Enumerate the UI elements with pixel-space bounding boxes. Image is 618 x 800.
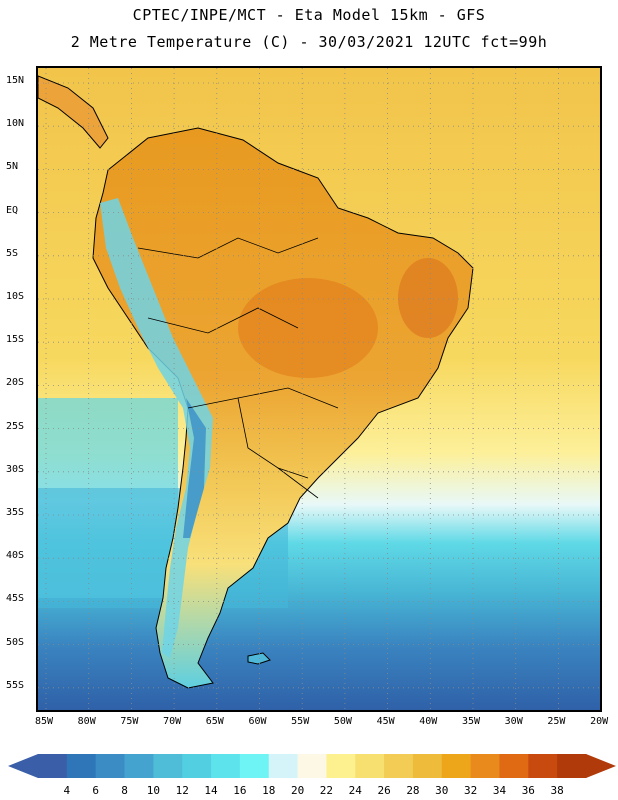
latitude-label: 10S bbox=[6, 291, 25, 302]
colorbar-bin bbox=[95, 754, 126, 778]
map-canvas bbox=[38, 68, 600, 710]
colorbar-tick-label: 6 bbox=[92, 784, 99, 797]
colorbar-tick-label: 34 bbox=[492, 784, 507, 797]
andes-coldest-core bbox=[183, 398, 206, 538]
latitude-label: 5S bbox=[6, 247, 19, 259]
colorbar-bin bbox=[297, 754, 327, 778]
colorbar-tick-label: 28 bbox=[406, 784, 420, 797]
longitude-label: 85W bbox=[34, 716, 54, 727]
color-scale-bar bbox=[8, 754, 616, 778]
colorbar-bin bbox=[384, 754, 414, 778]
colorbar-bin bbox=[557, 754, 587, 778]
colorbar-tick-label: 12 bbox=[175, 784, 189, 797]
latitude-label: 40S bbox=[6, 550, 25, 562]
colorbar-tick-label: 16 bbox=[233, 784, 247, 797]
colorbar-max-arrow bbox=[586, 754, 616, 778]
colorbar-tick-label: 10 bbox=[146, 784, 160, 797]
longitude-label: 50W bbox=[333, 716, 352, 727]
longitude-label: 65W bbox=[205, 716, 224, 727]
colorbar-tick-label: 24 bbox=[348, 784, 362, 797]
colorbar-bin bbox=[441, 754, 472, 778]
latitude-label: 35S bbox=[6, 507, 25, 518]
hot-core-region bbox=[238, 278, 378, 378]
colorbar-bin bbox=[470, 754, 500, 778]
colorbar-bin bbox=[412, 754, 443, 778]
colorbar-tick-label: 4 bbox=[63, 784, 71, 797]
latitude-label: 10N bbox=[6, 118, 25, 130]
longitude-label: 75W bbox=[120, 716, 139, 727]
falkland-islands bbox=[247, 652, 271, 665]
colorbar-bin bbox=[239, 754, 270, 778]
colorbar-tick-label: 38 bbox=[550, 784, 564, 797]
latitude-label: 20S bbox=[6, 377, 25, 389]
longitude-label: 55W bbox=[291, 716, 310, 727]
latitude-label: 30S bbox=[6, 463, 25, 475]
colorbar-bin bbox=[124, 754, 154, 778]
longitude-label: 35W bbox=[461, 716, 481, 727]
colorbar-bin bbox=[499, 754, 529, 778]
longitude-label: 70W bbox=[163, 716, 182, 727]
latitude-label: EQ bbox=[6, 204, 19, 216]
colorbar-tick-label: 26 bbox=[377, 784, 391, 797]
longitude-label: 80W bbox=[77, 716, 96, 727]
latitude-label: 15S bbox=[6, 334, 25, 346]
longitude-label: 40W bbox=[419, 716, 438, 727]
latitude-label: 5N bbox=[6, 161, 19, 173]
colorbar-bin bbox=[326, 754, 356, 778]
map-title-line-1: CPTEC/INPE/MCT - Eta Model 15km - GFS bbox=[132, 6, 486, 24]
colorbar-bin bbox=[355, 754, 385, 778]
colorbar-bin bbox=[153, 754, 183, 778]
central-america bbox=[38, 75, 109, 149]
longitude-label: 60W bbox=[248, 716, 267, 727]
country-borders bbox=[137, 237, 339, 499]
colorbar-tick-label: 36 bbox=[521, 784, 535, 797]
colorbar-bin bbox=[38, 754, 68, 778]
colorbar-tick-label: 18 bbox=[262, 784, 276, 797]
andes-cold-strip bbox=[100, 198, 213, 658]
map-title-line-2: 2 Metre Temperature (C) - 30/03/2021 12U… bbox=[70, 33, 548, 51]
colorbar-tick-label: 14 bbox=[204, 784, 218, 797]
colorbar-bin bbox=[211, 754, 241, 778]
latitude-label: 45S bbox=[6, 593, 25, 605]
colorbar-bin bbox=[268, 754, 299, 778]
temperature-map bbox=[36, 66, 602, 712]
longitude-label: 25W bbox=[547, 716, 566, 727]
lat-lon-grid bbox=[38, 68, 600, 710]
northeast-hot-region bbox=[398, 258, 458, 338]
colorbar-tick-label: 30 bbox=[435, 784, 449, 797]
latitude-label: 50S bbox=[6, 636, 25, 648]
latitude-label: 25S bbox=[6, 420, 25, 432]
latitude-label: 55S bbox=[6, 679, 25, 691]
longitude-label: 45W bbox=[376, 716, 395, 727]
colorbar-tick-label: 32 bbox=[464, 784, 478, 797]
colorbar-bin bbox=[528, 754, 558, 778]
colorbar-min-arrow bbox=[8, 754, 38, 778]
colorbar-bin bbox=[66, 754, 97, 778]
colorbar-tick-label: 22 bbox=[319, 784, 334, 797]
colorbar-bin bbox=[182, 754, 212, 778]
colorbar-tick-label: 8 bbox=[121, 784, 128, 797]
colorbar-tick-label: 20 bbox=[290, 784, 305, 797]
longitude-label: 20W bbox=[590, 716, 609, 727]
latitude-label: 15N bbox=[6, 75, 25, 86]
longitude-label: 30W bbox=[504, 716, 523, 727]
